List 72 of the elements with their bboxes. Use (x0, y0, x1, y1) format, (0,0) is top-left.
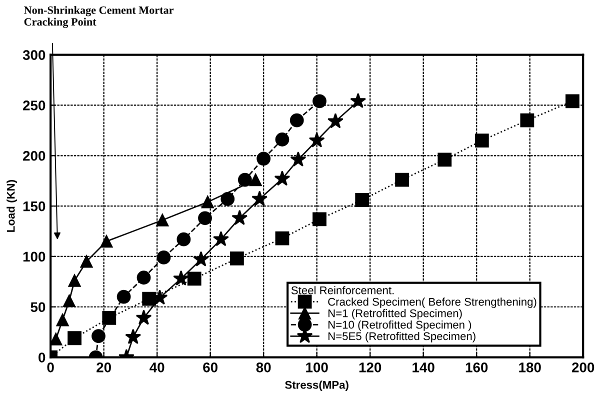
point (156, 250, 171, 264)
point (102, 311, 116, 325)
point (308, 132, 325, 148)
text: Non-Shrinkage Cement Mortar Cracking Point (24, 6, 174, 28)
legend-title: Steel Reinforcement. (291, 286, 394, 294)
point (238, 172, 252, 187)
point (193, 251, 209, 266)
x-tick-label: 160 (466, 362, 488, 372)
point (232, 210, 248, 226)
point (252, 190, 268, 206)
point (275, 231, 290, 246)
point (173, 270, 190, 286)
point (68, 331, 82, 346)
point (312, 94, 326, 108)
point (395, 172, 409, 187)
point (136, 310, 152, 325)
y-tick-label: 250 (23, 100, 46, 110)
legend-label: N=1 (Retrofitted Specimen) (328, 309, 462, 320)
point (201, 196, 214, 208)
point (176, 232, 191, 246)
point (68, 274, 81, 287)
legend-label: N=10 (Retrofitted Specimen ) (328, 320, 472, 331)
point (312, 212, 326, 226)
y-tick-label: 200 (23, 150, 46, 161)
legend-label: N=5E5 (Retrofitted Specimen) (328, 332, 476, 342)
point (290, 113, 304, 128)
point (275, 132, 290, 146)
point (290, 151, 306, 167)
y-tick-label: 300 (22, 50, 46, 60)
point (474, 134, 489, 148)
point (198, 211, 212, 226)
point (92, 329, 106, 344)
point (566, 94, 580, 108)
x-tick-label: 60 (203, 362, 218, 372)
point (256, 152, 271, 166)
point (62, 294, 76, 308)
point (213, 230, 229, 246)
x-tick-label: 40 (150, 362, 164, 372)
x-tick-label: 0 (47, 362, 54, 372)
legend-label: Cracked Specimen( Before Strengthening) (328, 298, 536, 308)
point (328, 113, 344, 128)
point (249, 174, 262, 186)
x-tick-label: 20 (96, 362, 111, 372)
point (220, 192, 235, 206)
point (230, 252, 244, 266)
y-tick-label: 150 (23, 201, 46, 212)
y-axis-title: Load (KN) (6, 180, 17, 232)
point (116, 290, 131, 304)
x-axis-title: Stress(MPa) (285, 380, 348, 391)
x-tick-label: 140 (412, 362, 434, 372)
point (50, 332, 62, 346)
x-tick-label: 180 (519, 362, 541, 372)
point (438, 152, 452, 167)
point (125, 328, 142, 344)
point (80, 255, 93, 268)
x-tick-label: 120 (359, 362, 382, 372)
y-tick-label: 100 (23, 252, 46, 262)
point (100, 235, 113, 248)
point (355, 193, 370, 207)
point (274, 170, 290, 186)
point (350, 92, 366, 108)
point (142, 292, 156, 306)
x-tick-label: 80 (256, 362, 271, 372)
point (156, 214, 169, 226)
x-tick-label: 200 (572, 362, 594, 372)
point (136, 270, 151, 285)
point (56, 314, 69, 326)
y-tick-label: 0 (38, 352, 46, 362)
point (520, 113, 534, 128)
x-tick-label: 100 (306, 362, 328, 372)
y-tick-label: 50 (30, 302, 46, 312)
point (187, 272, 202, 286)
